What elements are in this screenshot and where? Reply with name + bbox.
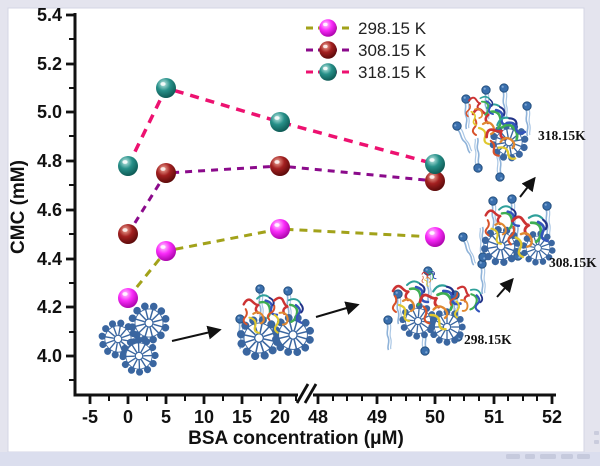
data-point-308-20uM <box>270 156 290 176</box>
chart-legend: 298.15 K 308.15 K 318.15 K <box>306 19 427 82</box>
x-tick-label: 51 <box>484 407 504 427</box>
x-tick-label: 52 <box>542 407 562 427</box>
arrow-step-1 <box>171 325 222 342</box>
y-axis-major-ticks <box>66 13 75 358</box>
legend-marker-308 <box>319 41 337 59</box>
data-point-298-20uM <box>270 219 290 239</box>
data-point-298-0uM <box>118 288 138 308</box>
arrow-step-2 <box>315 301 360 318</box>
data-point-308-5uM <box>156 163 176 183</box>
data-point-318-0uM <box>118 156 138 176</box>
data-point-318-20uM <box>270 112 290 132</box>
y-tick-label: 4.6 <box>37 200 62 220</box>
watermark <box>506 431 599 459</box>
legend-item-318: 318.15 K <box>306 63 427 82</box>
x-axis-title: BSA concentration (μM) <box>188 428 404 449</box>
cartoon-label-318K: 318.15K <box>538 128 586 143</box>
x-tick-label: -5 <box>82 407 98 427</box>
data-point-298-50uM <box>425 227 445 247</box>
x-tick-label: 5 <box>161 407 171 427</box>
x-axis-minor-ticks <box>108 395 538 401</box>
series-line-318 <box>126 85 436 167</box>
x-tick-label: 48 <box>308 407 328 427</box>
legend-marker-318 <box>319 63 337 81</box>
series-line-298 <box>126 227 436 299</box>
x-axis-break <box>295 383 318 404</box>
x-tick-label: 15 <box>232 407 252 427</box>
data-point-318-50uM <box>425 154 445 174</box>
legend-label-308: 308.15 K <box>358 41 427 60</box>
x-tick-label: 50 <box>425 407 445 427</box>
y-axis-title: CMC (mM) <box>8 160 29 254</box>
data-point-308-0uM <box>118 224 138 244</box>
cartoon-label-308K: 308.15K <box>549 255 597 270</box>
x-tick-label: 10 <box>194 407 214 427</box>
y-axis-minor-ticks <box>69 38 75 381</box>
complex-cartoon-308K: 308.15K <box>456 194 597 274</box>
y-tick-label: 4.4 <box>37 249 62 269</box>
series-lines <box>126 85 436 299</box>
plot-panel <box>7 7 585 453</box>
legend-item-298: 298.15 K <box>306 19 427 38</box>
legend-item-308: 308.15 K <box>306 41 427 60</box>
y-tick-label: 4.2 <box>37 297 62 317</box>
legend-label-298: 298.15 K <box>358 19 427 38</box>
arrow-step-3 <box>496 277 514 298</box>
y-axis-tick-labels: 5.4 5.2 5.0 4.8 4.6 4.4 4.2 4.0 <box>37 5 62 366</box>
series-line-308 <box>126 164 436 235</box>
x-axis-major-ticks <box>88 395 554 404</box>
cartoon-label-298K: 298.15K <box>464 332 512 347</box>
y-tick-label: 5.4 <box>37 5 62 25</box>
plot-axes: 5.4 5.2 5.0 4.8 4.6 4.4 4.2 4.0 <box>8 5 562 449</box>
x-axis-tick-labels: -5 0 5 10 15 20 48 49 50 51 52 <box>82 407 562 427</box>
legend-marker-298 <box>319 19 337 37</box>
arrow-step-4 <box>519 176 536 198</box>
complex-cartoon-298K: 298.15K <box>382 258 512 357</box>
data-point-298-5uM <box>156 241 176 261</box>
complex-cartoon-318K: 318.15K <box>450 83 586 182</box>
x-tick-label: 49 <box>367 407 387 427</box>
y-tick-label: 4.0 <box>37 346 62 366</box>
data-point-318-5uM <box>156 78 176 98</box>
y-tick-label: 5.0 <box>37 102 62 122</box>
y-tick-label: 4.8 <box>37 151 62 171</box>
x-tick-label: 20 <box>270 407 290 427</box>
y-tick-label: 5.2 <box>37 54 62 74</box>
axis-spines <box>73 13 556 397</box>
x-tick-label: 0 <box>123 407 133 427</box>
legend-label-318: 318.15 K <box>358 63 427 82</box>
mechanism-cartoons: 298.15K 308.15K <box>94 83 597 384</box>
bottom-band <box>0 452 600 466</box>
